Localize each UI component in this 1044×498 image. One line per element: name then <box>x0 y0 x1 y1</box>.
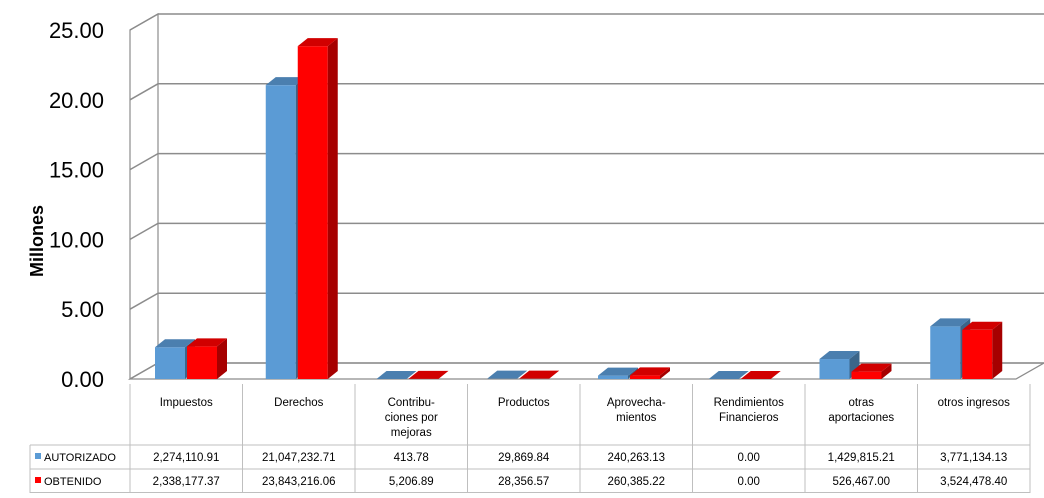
category-label: Rendimientos <box>714 397 785 409</box>
table-cell: 240,263.13 <box>607 452 665 464</box>
legend-marker-obtenido <box>35 477 41 483</box>
bar-top <box>740 371 781 379</box>
bar-front <box>630 375 660 379</box>
bar-top <box>630 367 670 376</box>
bar-front <box>851 371 882 379</box>
gridline <box>129 13 1044 31</box>
gridline <box>129 83 1044 101</box>
category-label: mientos <box>616 412 657 424</box>
bar-side <box>881 363 892 379</box>
table-cell: 260,385.22 <box>607 476 665 488</box>
bar-autorizado <box>708 371 749 379</box>
category-label: Impuestos <box>160 397 213 409</box>
category-label: Aprovecha- <box>607 397 666 409</box>
table-cell: 2,338,177.37 <box>153 476 220 488</box>
bar-top <box>297 38 338 47</box>
gridline <box>129 292 1044 310</box>
y-tick-label: 20.00 <box>49 88 104 113</box>
category-label: Contribu- <box>388 397 435 409</box>
y-axis-label: Millones <box>27 205 47 277</box>
bar-front <box>265 85 296 379</box>
y-tick-label: 25.00 <box>49 18 104 43</box>
bar-obtenido <box>630 367 670 379</box>
bar-top <box>708 371 749 379</box>
bar-front <box>819 359 850 379</box>
table-cell: 23,843,216.06 <box>262 476 336 488</box>
bar-top <box>265 77 306 86</box>
y-tick-label: 15.00 <box>49 158 104 183</box>
table-cell: 0.00 <box>738 476 760 488</box>
side-wall <box>129 12 159 381</box>
table-cell: 28,356.57 <box>498 476 549 488</box>
table-cell: 526,467.00 <box>832 476 890 488</box>
bar-obtenido <box>187 338 227 379</box>
table-cell: 21,047,232.71 <box>262 452 336 464</box>
bar-top <box>819 351 860 360</box>
y-tick-label: 10.00 <box>49 227 104 252</box>
legend-label: OBTENIDO <box>44 476 102 488</box>
bar-obtenido <box>851 363 892 379</box>
y-axis-ticks: 0.00 5.00 10.00 15.00 20.00 25.00 <box>49 18 104 392</box>
gridline <box>129 222 1044 241</box>
bar-obtenido <box>519 370 560 379</box>
bar-obtenido <box>297 38 338 379</box>
category-label: mejoras <box>391 427 432 439</box>
bar-front <box>930 326 961 379</box>
bar-top <box>962 321 1003 330</box>
bar-front <box>297 46 328 379</box>
bar-side <box>992 321 1003 379</box>
category-label: otros ingresos <box>938 397 1010 409</box>
bar-top <box>598 367 638 376</box>
bar-top <box>519 370 560 379</box>
bar-top <box>408 370 449 379</box>
table-cell: 1,429,815.21 <box>828 452 895 464</box>
category-label: Financieros <box>719 412 779 424</box>
bar-side <box>217 338 227 379</box>
table-cell: 5,206.89 <box>389 476 434 488</box>
legend-label: AUTORIZADO <box>44 452 116 464</box>
bar-side <box>327 38 338 379</box>
table-cell: 3,771,134.13 <box>940 452 1007 464</box>
gridline <box>129 152 1044 171</box>
category-label: ciones por <box>385 412 438 424</box>
bar-obtenido <box>740 371 781 379</box>
bars <box>155 38 1003 379</box>
bar-top <box>155 339 195 348</box>
table-cell: 413.78 <box>394 452 429 464</box>
y-tick-label: 0.00 <box>61 367 104 392</box>
bar-front <box>155 347 185 379</box>
bar-top <box>376 370 417 379</box>
table-cell: 3,524,478.40 <box>940 476 1007 488</box>
bar-top <box>851 363 892 372</box>
category-label: aportaciones <box>828 412 894 424</box>
table-cell: 0.00 <box>738 452 760 464</box>
bar-top <box>930 318 971 327</box>
category-label: otras <box>848 397 874 409</box>
category-label: Derechos <box>274 397 323 409</box>
legend-marker-autorizado <box>35 453 41 459</box>
data-table: Impuestos Derechos Contribu-ciones por mejo… <box>29 384 1031 493</box>
bar-autorizado <box>376 370 417 379</box>
bar-obtenido <box>408 370 449 379</box>
bar-side <box>660 367 670 379</box>
y-tick-label: 5.00 <box>61 297 104 322</box>
bar-top <box>187 338 227 347</box>
bar-top <box>487 370 528 379</box>
bar-obtenido <box>962 321 1003 379</box>
category-label: Productos <box>498 397 550 409</box>
bar-autorizado <box>487 370 528 379</box>
table-cell: 2,274,110.91 <box>153 452 219 464</box>
bar-front <box>187 346 217 379</box>
table-cell: 29,869.84 <box>498 452 550 464</box>
bar-front <box>962 329 993 379</box>
bar-front <box>598 375 628 379</box>
